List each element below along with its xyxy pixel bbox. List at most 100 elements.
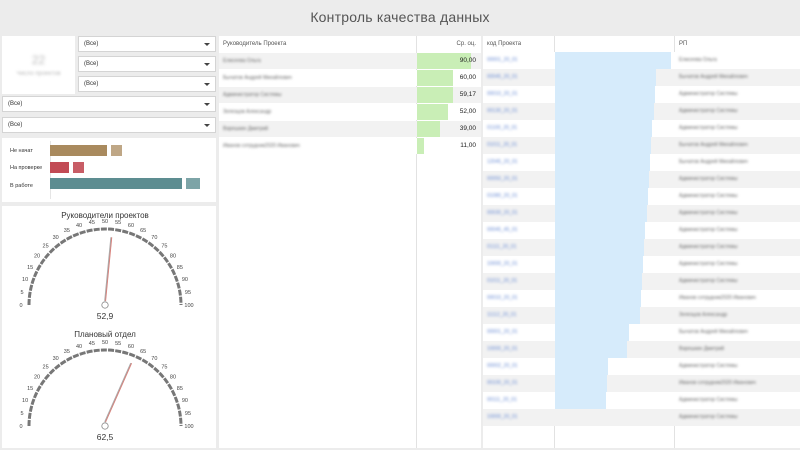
project-code-link[interactable]: 01100_20_01 bbox=[487, 125, 518, 131]
table-row[interactable]: 00010_20_01 Иванов сотрудник2020 Иванович bbox=[483, 290, 800, 307]
gauge-tick-label: 35 bbox=[64, 349, 70, 355]
status-bar-in-work[interactable] bbox=[50, 178, 182, 189]
project-code-link[interactable]: 00100_20_01 bbox=[487, 380, 518, 386]
gauge-needle bbox=[105, 237, 113, 302]
table-row[interactable]: 01011_20_01 Бычатов Андрей Михайлович bbox=[483, 137, 800, 154]
project-code-link[interactable]: 00002_20_01 bbox=[487, 363, 518, 369]
project-code-link[interactable]: 00010_20_01 bbox=[487, 295, 518, 301]
column-header-score[interactable]: Ср. оц. bbox=[456, 41, 476, 47]
gauge-needle-shadow bbox=[104, 237, 112, 302]
project-code-link[interactable]: 00045_20_01 bbox=[487, 74, 518, 80]
project-code-link[interactable]: 00130_20_01 bbox=[487, 108, 518, 114]
project-table: код Проекта РП 00001_20_01 Елисеева Ольга… bbox=[483, 36, 800, 448]
table-row[interactable]: 01100_20_01 Администратор Системы bbox=[483, 120, 800, 137]
status-bar-not-started[interactable] bbox=[50, 145, 107, 156]
filter-dropdown-5[interactable]: (Все) bbox=[2, 117, 216, 133]
project-code-link[interactable]: 10000_20_01 bbox=[487, 261, 518, 267]
table-row[interactable]: 00001_20_01 Елисеева Ольга bbox=[483, 52, 800, 69]
table-row[interactable]: Зелезцов Александр 52,00 bbox=[219, 104, 481, 120]
project-manager-name: Варешкин Дмитрий bbox=[679, 346, 725, 352]
filter-dropdown-1[interactable]: (Все) bbox=[78, 36, 216, 52]
gauge-tick-label: 10 bbox=[22, 277, 28, 283]
chevron-down-icon bbox=[204, 103, 210, 106]
chevron-down-icon bbox=[204, 43, 210, 46]
table-row[interactable]: 00111_20_01 Администратор Системы bbox=[483, 392, 800, 409]
table-row[interactable]: 00130_20_01 Администратор Системы bbox=[483, 103, 800, 120]
project-code-link[interactable]: 00045_45_01 bbox=[487, 227, 518, 233]
project-value-bar bbox=[555, 239, 645, 256]
table-row[interactable]: Бычатов Андрей Михайлович 60,00 bbox=[219, 70, 481, 86]
table-row[interactable]: 00010_20_01 Администратор Системы bbox=[483, 86, 800, 103]
project-value-bar bbox=[555, 120, 653, 137]
gauge-tick-label: 25 bbox=[43, 244, 49, 250]
project-manager-name: Администратор Системы bbox=[679, 244, 738, 250]
project-value-bar bbox=[555, 52, 671, 69]
filter-dropdown-4[interactable]: (Все) bbox=[2, 96, 216, 112]
table-row[interactable]: 11112_20_01 Зелезцов Александр bbox=[483, 307, 800, 324]
project-value-bar bbox=[555, 86, 655, 103]
table-row[interactable]: 00001_20_01 Бычатов Андрей Михайлович bbox=[483, 324, 800, 341]
gauge-tick-label: 5 bbox=[21, 290, 24, 296]
filter-dropdown-3[interactable]: (Все) bbox=[78, 76, 216, 92]
project-value-bar bbox=[555, 341, 627, 358]
gauge-tick-label: 80 bbox=[170, 254, 176, 260]
project-value-bar bbox=[555, 358, 609, 375]
gauge-tick-label: 5 bbox=[21, 411, 24, 417]
gauge-tick-label: 35 bbox=[64, 228, 70, 234]
table-row[interactable]: 00100_20_01 Иванов сотрудник2020 Иванович bbox=[483, 375, 800, 392]
table-row[interactable]: Варешкин Дмитрий 39,00 bbox=[219, 121, 481, 137]
project-code-link[interactable]: 01011_20_01 bbox=[487, 278, 518, 284]
column-header-manager[interactable]: Руководитель Проекта bbox=[223, 41, 287, 47]
project-code-link[interactable]: 12045_20_01 bbox=[487, 159, 518, 165]
table-row[interactable]: 00002_20_01 Администратор Системы bbox=[483, 358, 800, 375]
column-header-project-code[interactable]: код Проекта bbox=[487, 41, 522, 47]
score-value: 11,00 bbox=[460, 142, 476, 149]
project-code-link[interactable]: 00001_20_01 bbox=[487, 329, 518, 335]
project-code-link[interactable]: 01080_20_01 bbox=[487, 193, 518, 199]
project-code-link[interactable]: 00111_20_01 bbox=[487, 397, 517, 403]
project-manager-name: Администратор Системы bbox=[679, 91, 738, 97]
table-row[interactable]: Елисеева Ольга 90,00 bbox=[219, 53, 481, 69]
project-code-link[interactable]: 01011_20_01 bbox=[487, 142, 518, 148]
project-code-link[interactable]: 00001_20_01 bbox=[487, 57, 518, 63]
page-title: Контроль качества данных bbox=[310, 9, 490, 25]
table-row[interactable]: 00045_45_01 Администратор Системы bbox=[483, 222, 800, 239]
table-row[interactable]: Администратор Системы 59,17 bbox=[219, 87, 481, 103]
table-row[interactable]: 10000_20_01 Администратор Системы bbox=[483, 409, 800, 426]
gauge-tick-label: 25 bbox=[43, 365, 49, 371]
project-manager-name: Администратор Системы bbox=[679, 210, 738, 216]
table-row[interactable]: 01080_20_01 Администратор Системы bbox=[483, 188, 800, 205]
project-value-bar bbox=[555, 375, 608, 392]
status-bar-review[interactable] bbox=[50, 162, 69, 173]
gauge-tick-label: 40 bbox=[76, 223, 82, 229]
table-row[interactable]: 12045_20_01 Бычатов Андрей Михайлович bbox=[483, 154, 800, 171]
gauge-tick-label: 100 bbox=[184, 303, 193, 309]
project-value-bar bbox=[555, 273, 642, 290]
gauge-needle-shadow bbox=[104, 362, 132, 423]
table-row[interactable]: 00045_20_01 Бычатов Андрей Михайлович bbox=[483, 69, 800, 86]
project-code-link[interactable]: 11112_20_01 bbox=[487, 312, 517, 318]
column-header-rp[interactable]: РП bbox=[679, 41, 688, 47]
gauge-hub bbox=[101, 422, 109, 430]
project-manager-name: Бычатов Андрей Михайлович bbox=[679, 329, 748, 335]
gauges-panel: Руководители проектов 0 5 10 15 20 25 30 35 40 45 5… bbox=[2, 206, 216, 448]
chevron-down-icon bbox=[204, 124, 210, 127]
table-row[interactable]: 10000_20_01 Администратор Системы bbox=[483, 256, 800, 273]
table-row[interactable]: 01011_20_01 Администратор Системы bbox=[483, 273, 800, 290]
project-code-link[interactable]: 01111_20_01 bbox=[487, 244, 517, 250]
table-row[interactable]: 00050_20_01 Администратор Системы bbox=[483, 171, 800, 188]
project-code-link[interactable]: 10000_20_01 bbox=[487, 414, 518, 420]
project-code-link[interactable]: 00050_20_01 bbox=[487, 176, 518, 182]
project-code-link[interactable]: 00010_20_01 bbox=[487, 91, 518, 97]
gauge-tick-label: 85 bbox=[177, 265, 183, 271]
table-row[interactable]: 00030_20_01 Администратор Системы bbox=[483, 205, 800, 222]
table-row[interactable]: 01111_20_01 Администратор Системы bbox=[483, 239, 800, 256]
score-bar bbox=[417, 87, 453, 103]
status-marker-in-work bbox=[186, 178, 200, 189]
table-row[interactable]: Иванов сотрудник2020 Иванович 11,00 bbox=[219, 138, 481, 154]
filter-dropdown-2[interactable]: (Все) bbox=[78, 56, 216, 72]
project-code-link[interactable]: 10000_20_01 bbox=[487, 346, 518, 352]
project-code-link[interactable]: 00030_20_01 bbox=[487, 210, 518, 216]
table-row[interactable]: 10000_20_01 Варешкин Дмитрий bbox=[483, 341, 800, 358]
